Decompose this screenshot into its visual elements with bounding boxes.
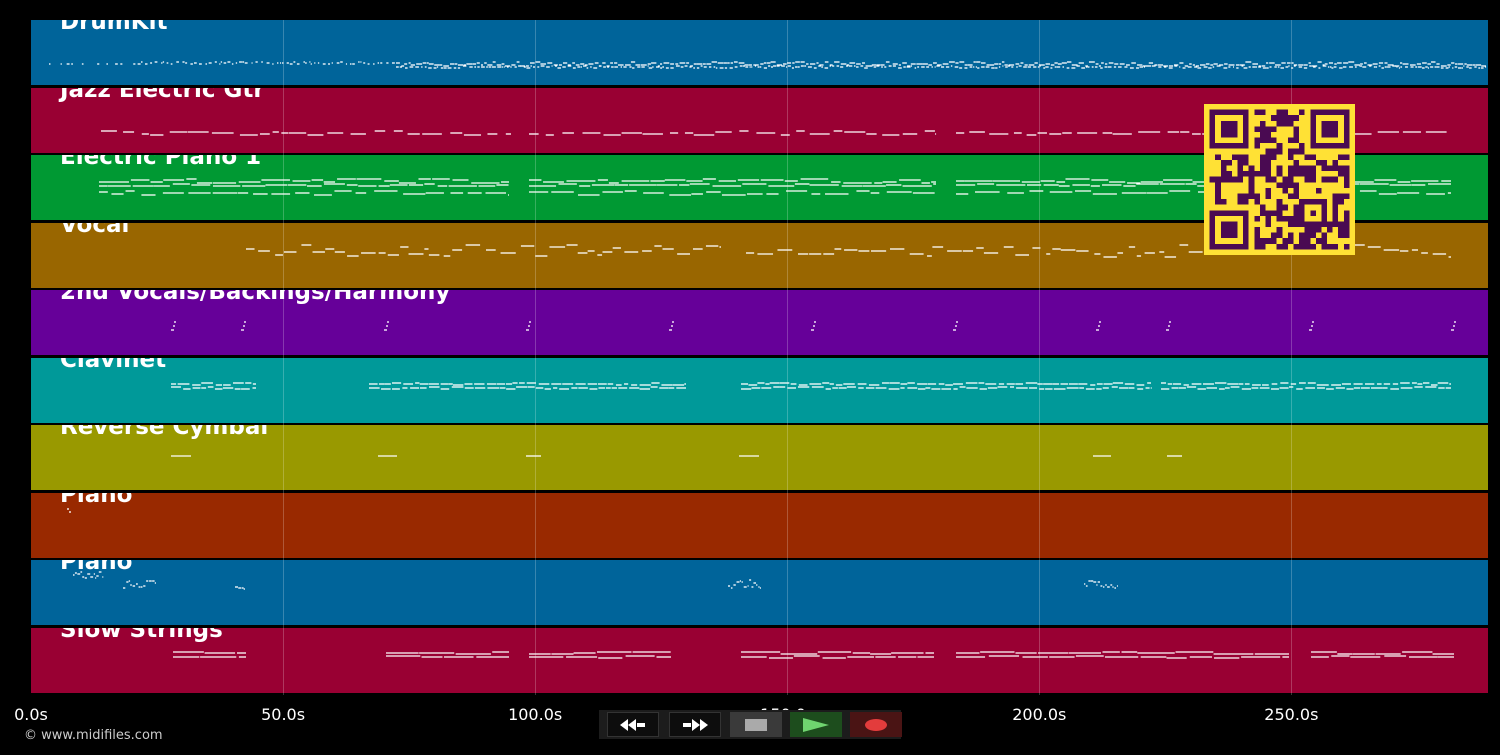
transport-bar [599,710,902,739]
play-icon [803,717,829,732]
rewind-icon [620,718,645,731]
rewind-button[interactable] [607,712,659,737]
fast-forward-icon [683,718,708,731]
fast-forward-button[interactable] [669,712,721,737]
stop-button[interactable] [730,712,782,737]
track-label: Piano [60,560,133,576]
track-label: Reverse Cymbal [60,425,269,441]
track-lane[interactable]: Slow Strings [31,627,1488,693]
note-grid [171,382,1451,390]
track-label: Electric Piano 1 [60,155,262,171]
track-label: Clavinet [60,357,167,373]
time-tick-label: 50.0s [261,705,306,724]
note-grid [171,455,1182,457]
track-label: Piano [60,492,133,508]
track-lane[interactable]: Piano [31,492,1488,558]
track-lane[interactable]: Reverse Cymbal [31,425,1488,491]
time-tick-label: 100.0s [508,705,563,724]
note-grid [173,651,1454,659]
record-button[interactable] [850,712,902,737]
time-tick-label: 250.0s [1264,705,1319,724]
play-button[interactable] [790,712,842,737]
note-grid [73,571,1118,591]
track-label: 2nd Vocals/Backings/Harmony [60,290,451,306]
record-icon [865,718,887,731]
track-lane[interactable]: DrumKit [31,20,1488,85]
copyright-text: © www.midifiles.com [24,728,163,743]
track-lane[interactable]: Piano [31,560,1488,626]
track-label: Slow Strings [60,627,223,643]
track-lane[interactable]: Clavinet [31,357,1488,423]
qr-code-image [1204,104,1355,255]
stop-icon [745,718,767,731]
note-grid [49,61,1487,69]
note-grid [171,321,1456,331]
track-label: Vocal [60,222,130,238]
note-grid [67,508,71,513]
track-label: Jazz Electric Gtr [60,87,265,103]
track-lane[interactable]: 2nd Vocals/Backings/Harmony [31,290,1488,356]
track-label: DrumKit [60,20,168,35]
time-tick-label: 0.0s [14,705,48,724]
time-tick-label: 200.0s [1012,705,1067,724]
